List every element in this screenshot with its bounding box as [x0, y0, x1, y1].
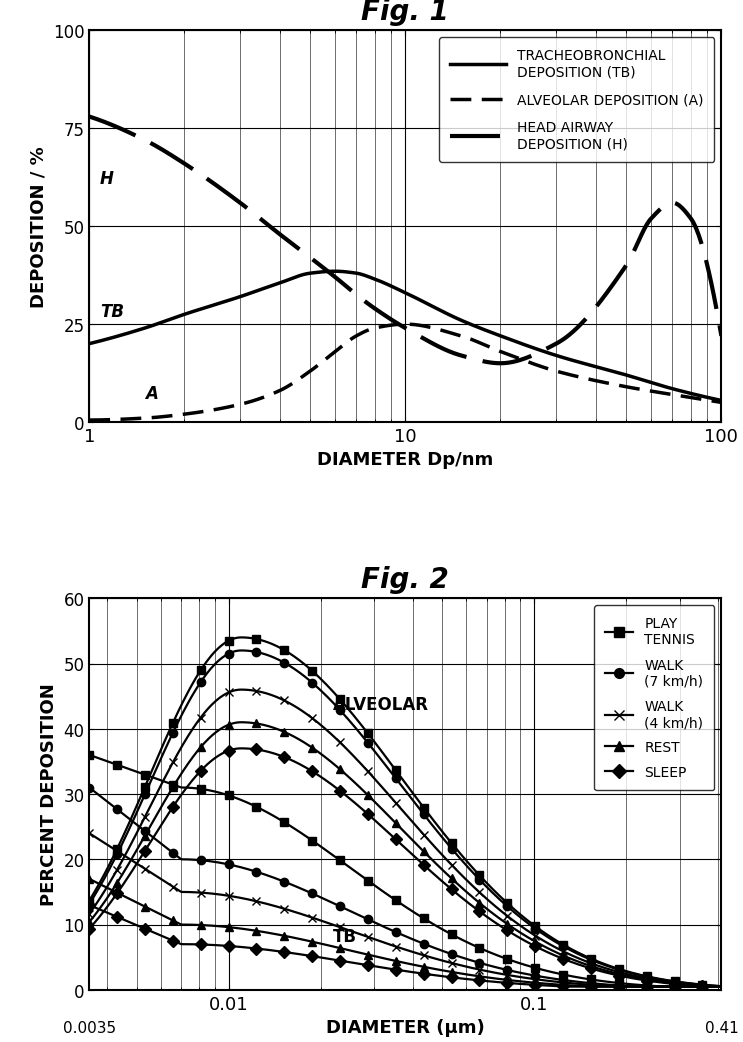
Title: Fig. 2: Fig. 2	[361, 566, 449, 594]
Legend: TRACHEOBRONCHIAL
DEPOSITION (TB), ALVEOLAR DEPOSITION (A), HEAD AIRWAY
DEPOSITIO: TRACHEOBRONCHIAL DEPOSITION (TB), ALVEOL…	[438, 39, 714, 163]
Title: Fig. 1: Fig. 1	[361, 0, 449, 26]
Text: 0.0035: 0.0035	[62, 1020, 116, 1036]
Text: H: H	[100, 170, 114, 188]
Text: A: A	[145, 386, 158, 403]
Text: TB: TB	[100, 303, 123, 321]
Legend: PLAY
TENNIS, WALK
(7 km/h), WALK
(4 km/h), REST, SLEEP: PLAY TENNIS, WALK (7 km/h), WALK (4 km/h…	[594, 605, 714, 791]
X-axis label: DIAMETER Dp/nm: DIAMETER Dp/nm	[317, 451, 493, 469]
Y-axis label: PERCENT DEPOSITION: PERCENT DEPOSITION	[39, 683, 58, 905]
Text: 0.41: 0.41	[704, 1020, 738, 1036]
Text: TB: TB	[333, 927, 357, 945]
Y-axis label: DEPOSITION / %: DEPOSITION / %	[29, 146, 47, 307]
Text: ALVEOLAR: ALVEOLAR	[333, 695, 429, 714]
X-axis label: DIAMETER (μm): DIAMETER (μm)	[325, 1018, 484, 1037]
